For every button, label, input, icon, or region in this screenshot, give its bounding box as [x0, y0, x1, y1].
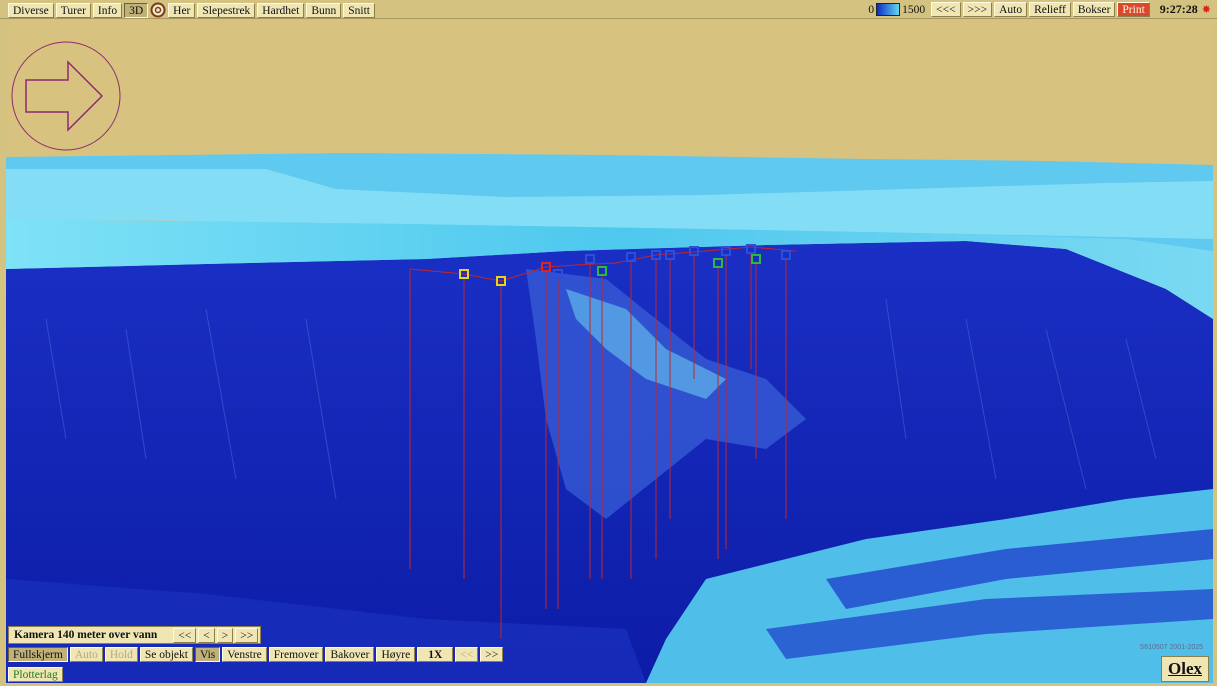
cliff-rim — [6, 219, 1213, 319]
scale-min: 0 — [868, 3, 875, 16]
hoyre-button[interactable]: Høyre — [376, 647, 416, 662]
diverse-button[interactable]: Diverse — [8, 2, 54, 18]
scale-gradient — [876, 3, 901, 16]
vis-button[interactable]: Vis — [194, 647, 221, 662]
target-circle-icon[interactable] — [150, 2, 166, 18]
venstre-button[interactable]: Venstre — [222, 647, 267, 662]
auto-button[interactable]: Auto — [994, 2, 1028, 17]
sun-icon: ✸ — [1201, 4, 1211, 16]
nav-auto-button[interactable]: Auto — [69, 647, 103, 662]
navigation-bar: Fullskjerm Auto Hold Se objekt Vis Venst… — [8, 647, 504, 662]
her-button[interactable]: Her — [168, 2, 196, 18]
object-marker-green[interactable] — [713, 258, 723, 268]
olex-logo[interactable]: Olex — [1161, 656, 1209, 682]
clock: 9:27:28 — [1159, 2, 1198, 16]
camera-fast-forward-button[interactable]: >> — [235, 627, 259, 643]
object-marker-blue[interactable] — [746, 244, 756, 254]
se-objekt-button[interactable]: Se objekt — [139, 647, 193, 662]
speed-indicator: 1X — [417, 647, 454, 662]
hardhet-button[interactable]: Hardhet — [257, 2, 305, 18]
bakover-button[interactable]: Bakover — [325, 647, 375, 662]
camera-label: Kamera 140 meter over vann — [14, 629, 158, 641]
bathymetry-3d-view[interactable] — [6, 19, 1213, 683]
object-marker-blue[interactable] — [781, 250, 791, 260]
snitt-button[interactable]: Snitt — [343, 2, 375, 18]
camera-fast-back-button[interactable]: << — [173, 627, 197, 643]
lower-terrace-band — [826, 529, 1213, 609]
drop-lines — [409, 253, 787, 639]
relieff-button[interactable]: Relieff — [1029, 2, 1071, 17]
print-button[interactable]: Print — [1117, 2, 1150, 17]
next-button[interactable]: >>> — [962, 2, 993, 17]
terrain-streaks — [45, 298, 1157, 500]
fullskjerm-button[interactable]: Fullskjerm — [8, 647, 68, 662]
object-marker-blue[interactable] — [721, 246, 731, 256]
3d-button[interactable]: 3D — [124, 2, 149, 18]
object-marker-blue[interactable] — [553, 269, 563, 279]
far-plateau-light — [6, 169, 1213, 239]
slepestrek-button[interactable]: Slepestrek — [197, 2, 256, 18]
top-toolbar: Diverse Turer Info 3D Her Slepestrek Har… — [0, 0, 1217, 19]
object-marker-yellow[interactable] — [459, 269, 469, 279]
plotterlag-bar: Plotterlag — [8, 667, 63, 682]
object-marker-green[interactable] — [751, 254, 761, 264]
prev-button[interactable]: <<< — [931, 2, 961, 17]
gully-highlight — [566, 289, 726, 399]
sky-background — [6, 19, 1213, 174]
object-markers[interactable] — [459, 244, 791, 286]
object-marker-red[interactable] — [541, 262, 551, 272]
turer-button[interactable]: Turer — [55, 2, 91, 18]
faster-button[interactable]: >> — [480, 647, 504, 662]
object-marker-blue[interactable] — [665, 250, 675, 260]
depth-color-scale[interactable]: 0 1500 — [868, 3, 925, 16]
object-marker-blue[interactable] — [626, 252, 636, 262]
bunn-button[interactable]: Bunn — [306, 2, 342, 18]
hold-button[interactable]: Hold — [104, 647, 138, 662]
camera-forward-button[interactable]: > — [216, 627, 234, 643]
lower-terrace-band-2 — [766, 589, 1213, 659]
object-marker-blue[interactable] — [689, 246, 699, 256]
info-button[interactable]: Info — [92, 2, 123, 18]
object-marker-yellow[interactable] — [496, 276, 506, 286]
fremover-button[interactable]: Fremover — [268, 647, 324, 662]
object-marker-blue[interactable] — [585, 254, 595, 264]
track-line — [409, 246, 797, 282]
slower-button[interactable]: << — [455, 647, 479, 662]
camera-back-button[interactable]: < — [198, 627, 215, 643]
bokser-button[interactable]: Bokser — [1072, 2, 1116, 17]
plotterlag-button[interactable]: Plotterlag — [8, 667, 63, 682]
object-marker-blue[interactable] — [651, 250, 661, 260]
direction-arrow-icon[interactable] — [10, 40, 122, 152]
scale-max: 1500 — [902, 3, 926, 16]
camera-bar: Kamera 140 meter over vann << < > >> — [8, 626, 262, 644]
serial-watermark: S610507 2001-2025 — [1139, 644, 1203, 651]
object-marker-green[interactable] — [597, 266, 607, 276]
